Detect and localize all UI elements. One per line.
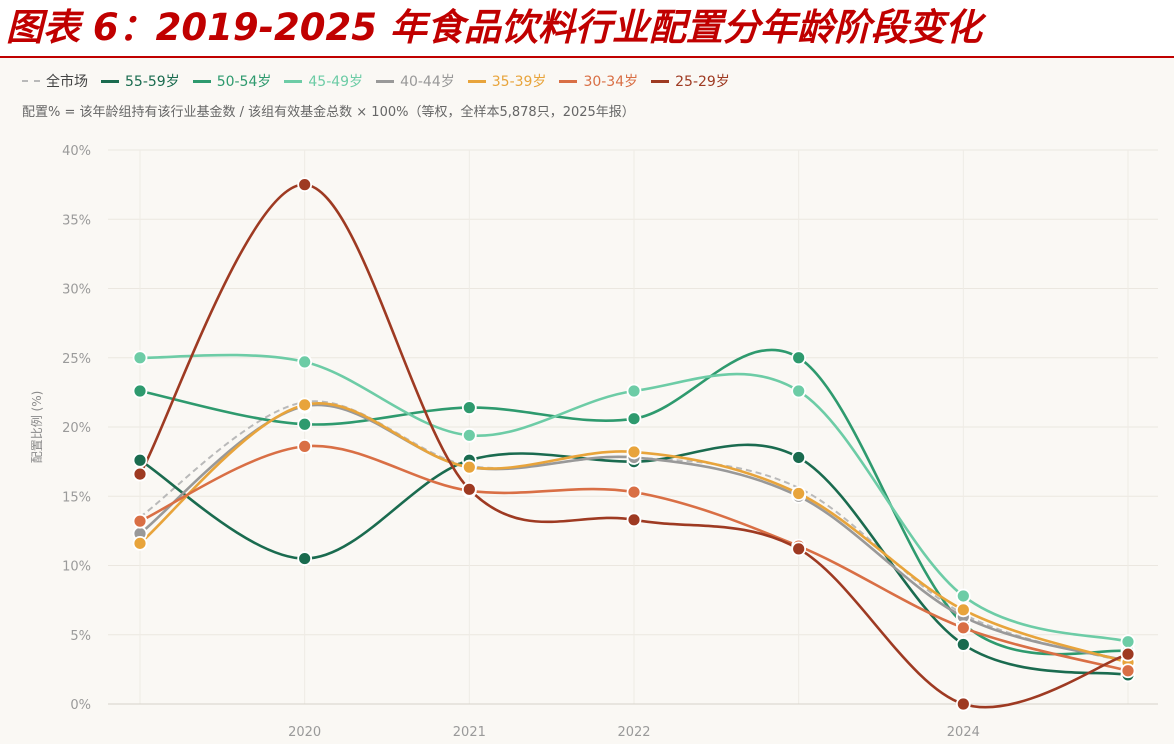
legend-item: 40-44岁 <box>376 71 455 91</box>
data-point <box>1120 663 1136 679</box>
data-point <box>1120 634 1136 650</box>
legend-label: 55-59岁 <box>125 74 180 90</box>
figure-title: 图表 6：2019-2025 年食品饮料行业配置分年龄阶段变化 <box>6 6 982 49</box>
data-point <box>461 481 477 497</box>
data-point <box>132 513 148 529</box>
data-point <box>626 411 642 427</box>
legend-item: 35-39岁 <box>467 71 547 91</box>
data-point <box>955 696 971 712</box>
x-axis: 2020 2021 2022 2024 <box>108 703 1158 740</box>
legend-item: 25-29岁 <box>651 71 730 91</box>
chart-legend: 全市场 55-59岁 50-54岁 45-49岁 40-44岁 35-39岁 30-34岁 2… <box>22 70 743 92</box>
data-point <box>955 637 971 652</box>
data-point <box>132 350 148 366</box>
data-point <box>626 484 642 500</box>
data-point <box>132 535 148 551</box>
chart-note: 配置% = 该年龄组持有该行业基金数 / 该组有效基金总数 × 100%（等权，… <box>22 105 635 120</box>
data-point <box>297 354 313 370</box>
legend-item: 50-54岁 <box>192 71 272 91</box>
legend-swatch <box>22 80 40 82</box>
legend-item: 全市场 <box>22 71 88 91</box>
legend-swatch <box>559 79 578 83</box>
legend-label: 30-34岁 <box>583 74 639 90</box>
title-rule <box>0 56 1174 58</box>
y-tick-label: 25% <box>62 352 91 367</box>
legend-label: 45-49岁 <box>308 74 364 90</box>
data-point <box>297 397 313 413</box>
data-point <box>132 452 148 468</box>
data-point <box>791 450 807 465</box>
y-tick-label: 5% <box>70 629 91 644</box>
data-point <box>461 459 477 475</box>
legend-item: 30-34岁 <box>559 71 638 91</box>
data-point <box>791 350 807 366</box>
data-point <box>955 620 971 636</box>
x-tick-label: 2021 <box>453 725 486 740</box>
data-point <box>132 383 148 399</box>
legend-swatch <box>651 79 670 83</box>
x-tick-label: 2024 <box>947 725 980 740</box>
y-axis-label: 配置比例 (%) <box>30 391 44 464</box>
data-point <box>297 416 313 432</box>
chart-panel <box>0 58 1174 744</box>
legend-item: 55-59岁 <box>101 71 180 91</box>
legend-label: 40-44岁 <box>400 74 455 90</box>
data-point <box>626 512 642 528</box>
data-point <box>626 444 642 460</box>
grid <box>108 149 1158 705</box>
legend-swatch <box>467 79 486 83</box>
data-point <box>791 486 807 501</box>
legend-swatch <box>192 79 211 83</box>
data-point <box>297 177 313 193</box>
series-line-7 <box>138 183 1129 709</box>
y-tick-label: 35% <box>62 213 91 228</box>
data-point <box>955 588 971 604</box>
y-tick-label: 20% <box>62 421 91 436</box>
legend-label: 25-29岁 <box>675 74 730 90</box>
data-point <box>297 551 313 566</box>
data-point <box>297 438 313 454</box>
series-markers <box>132 177 1136 712</box>
data-point <box>461 400 477 416</box>
legend-swatch <box>376 79 395 83</box>
legend-item: 45-49岁 <box>284 71 363 91</box>
y-axis: 0% 5% 10% 15% 20% 25% 30% 35% 40% 配置比例 (%) <box>30 144 91 713</box>
data-point <box>791 383 807 399</box>
x-tick-label: 2020 <box>288 725 321 740</box>
x-tick-label: 2022 <box>617 725 650 740</box>
data-point <box>955 602 971 618</box>
data-point <box>1120 646 1136 662</box>
data-point <box>791 541 807 557</box>
y-tick-label: 15% <box>62 490 91 505</box>
y-tick-label: 40% <box>62 144 91 159</box>
y-tick-label: 10% <box>62 560 91 575</box>
data-point <box>461 427 477 443</box>
legend-label: 50-54岁 <box>216 74 272 90</box>
legend-label: 全市场 <box>46 74 88 90</box>
y-tick-label: 30% <box>62 283 91 298</box>
data-point <box>626 383 642 399</box>
legend-swatch <box>284 79 303 83</box>
y-tick-label: 0% <box>70 698 91 713</box>
data-point <box>132 466 148 482</box>
legend-label: 35-39岁 <box>491 74 547 90</box>
legend-swatch <box>101 79 119 83</box>
